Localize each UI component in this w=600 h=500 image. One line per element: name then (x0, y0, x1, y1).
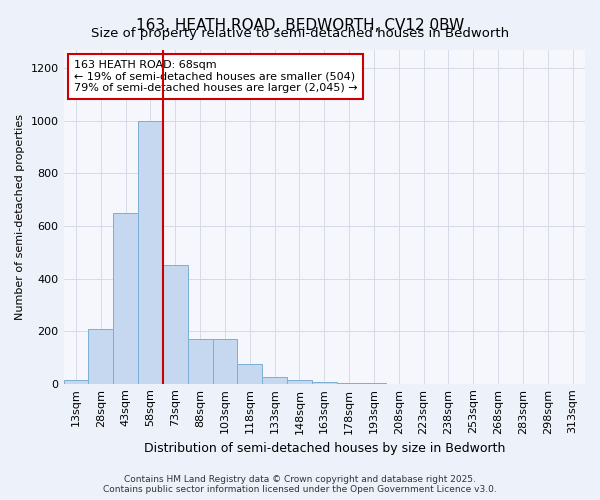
Bar (64, 380, 88, 384)
Bar (262, 377, 287, 384)
Bar (312, 382, 337, 384)
Y-axis label: Number of semi-detached properties: Number of semi-detached properties (15, 114, 25, 320)
Bar (212, 339, 238, 384)
Bar (188, 339, 212, 384)
Text: Size of property relative to semi-detached houses in Bedworth: Size of property relative to semi-detach… (91, 28, 509, 40)
Text: 163 HEATH ROAD: 68sqm
← 19% of semi-detached houses are smaller (504)
79% of sem: 163 HEATH ROAD: 68sqm ← 19% of semi-deta… (74, 60, 358, 93)
Bar (238, 364, 262, 384)
Bar (287, 380, 312, 384)
Text: Contains HM Land Registry data © Crown copyright and database right 2025.
Contai: Contains HM Land Registry data © Crown c… (103, 474, 497, 494)
Bar (138, 121, 163, 384)
Bar (88, 328, 113, 384)
Bar (163, 266, 188, 384)
Text: 163, HEATH ROAD, BEDWORTH, CV12 0BW: 163, HEATH ROAD, BEDWORTH, CV12 0BW (136, 18, 464, 32)
X-axis label: Distribution of semi-detached houses by size in Bedworth: Distribution of semi-detached houses by … (143, 442, 505, 455)
Bar (337, 383, 362, 384)
Bar (113, 213, 138, 384)
